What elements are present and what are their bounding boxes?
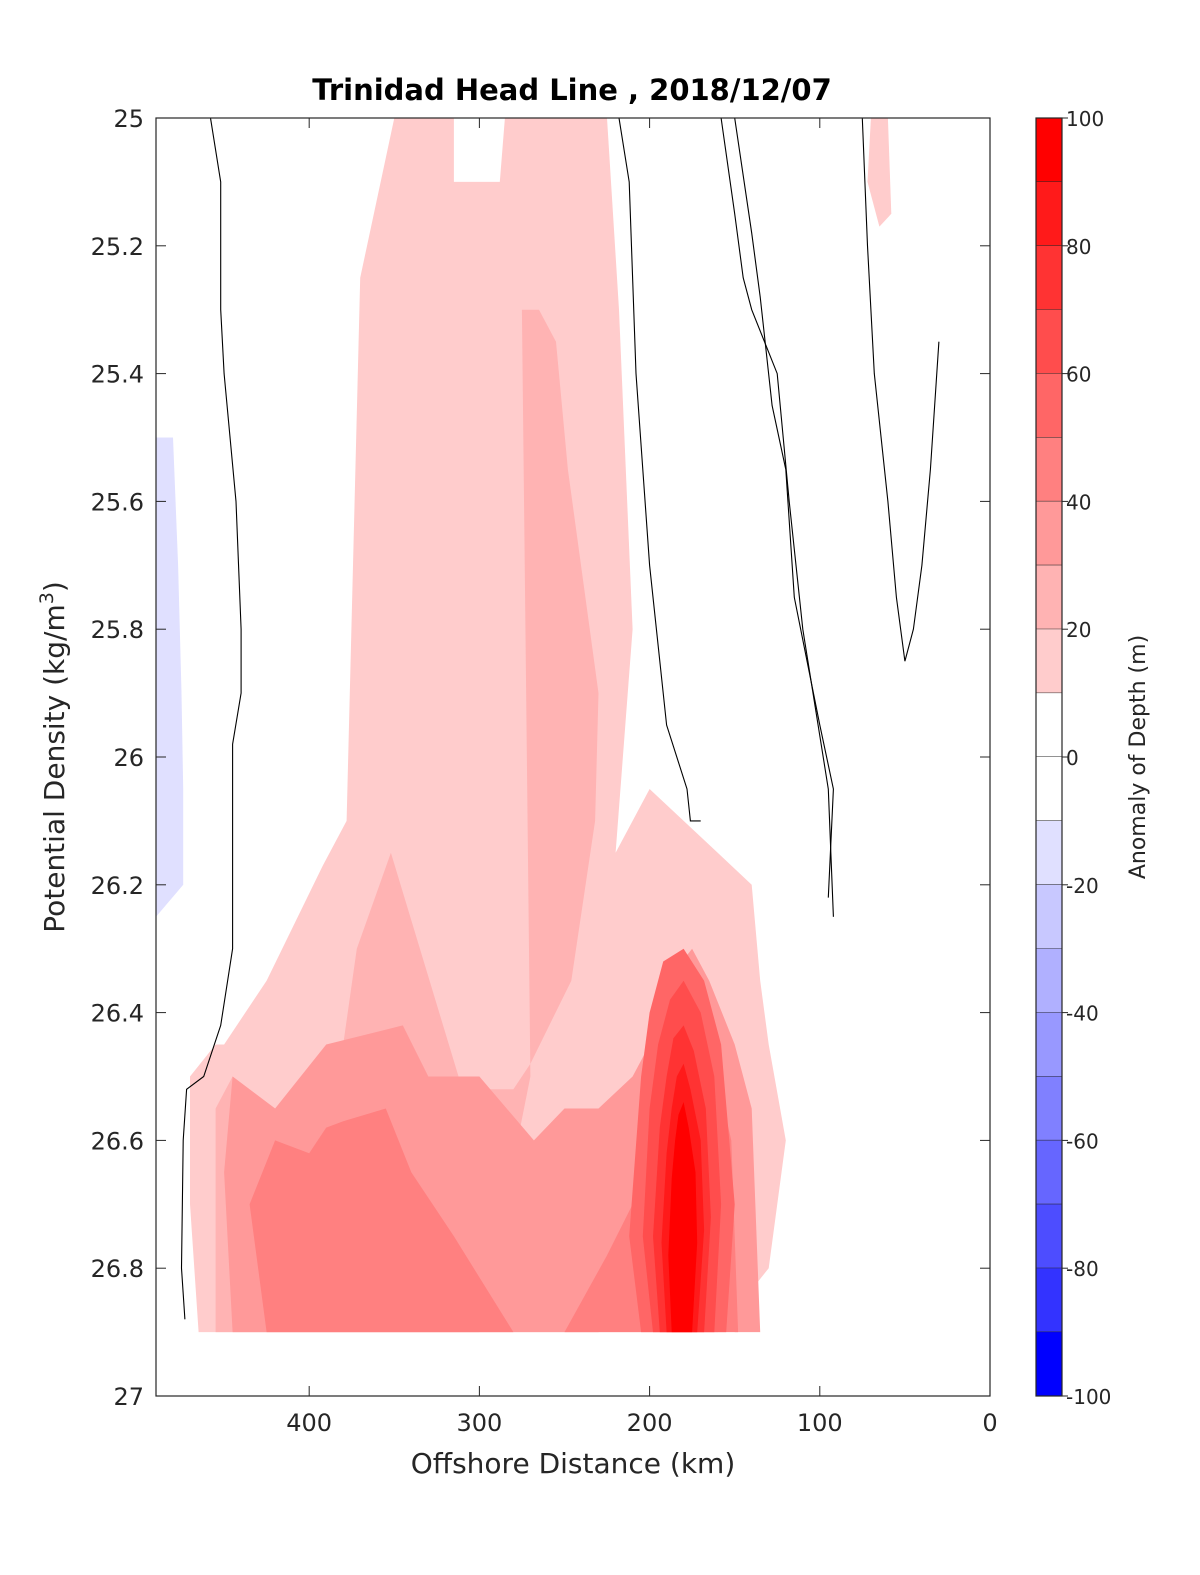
zero-contour-3 [720, 117, 834, 917]
y-tick-label: 26.8 [91, 1255, 144, 1283]
colorbar-level [1036, 309, 1062, 374]
y-axis-label-main: Potential Density (kg/m [38, 604, 71, 933]
y-tick-label: 25.4 [91, 361, 144, 389]
colorbar-level [1036, 629, 1062, 694]
zero-contour-lines [180, 117, 940, 1320]
colorbar-levels [1036, 118, 1062, 1396]
plot-area: 400 300 200 100 0 25 25.2 25.4 25.6 25.8 26 26.2 26… [91, 105, 998, 1437]
region-core-90 [668, 1102, 698, 1333]
y-tick-label: 26.2 [91, 872, 144, 900]
x-tick-label: 0 [982, 1409, 997, 1437]
colorbar-label: Anomaly of Depth (m) [1126, 635, 1151, 879]
colorbar-tick-label: 40 [1066, 490, 1091, 514]
colorbar-level [1036, 948, 1062, 1013]
colorbar-level [1036, 1204, 1062, 1269]
y-tick-label: 26.4 [91, 1000, 144, 1028]
region-offshore-negative-core [156, 437, 184, 917]
y-tick-label: 26 [113, 744, 144, 772]
region-small-positive [867, 118, 892, 227]
y-axis-ticks: 25 25.2 25.4 25.6 25.8 26 26.2 26.4 26.6 26.8 27 [91, 105, 990, 1411]
colorbar-tick-label: 80 [1066, 235, 1091, 259]
colorbar-level [1036, 501, 1062, 566]
colorbar-level [1036, 373, 1062, 438]
colorbar-level [1036, 565, 1062, 630]
region-inner-negative-1 [632, 181, 670, 598]
colorbar-level [1036, 1076, 1062, 1141]
x-axis-ticks: 400 300 200 100 0 [286, 118, 998, 1437]
colorbar-level [1036, 1012, 1062, 1077]
zero-contour-5 [861, 117, 940, 662]
colorbar-level [1036, 757, 1062, 821]
zero-contour-2 [618, 117, 701, 822]
colorbar-tick-label: -40 [1066, 1002, 1099, 1026]
colorbar-tick-label: -80 [1066, 1257, 1099, 1281]
colorbar-tick-label: -60 [1066, 1129, 1099, 1153]
colorbar-tick-label: -20 [1066, 874, 1099, 898]
y-tick-label: 25.2 [91, 233, 144, 261]
colorbar-tick-label: 0 [1066, 746, 1079, 770]
y-tick-label: 25 [113, 105, 144, 133]
region-inner-negative-2 [802, 118, 834, 470]
y-axis-label-tail: ) [38, 581, 71, 592]
zero-contour-1 [180, 117, 242, 1320]
colorbar-level [1036, 245, 1062, 310]
colorbar-level [1036, 884, 1062, 949]
colorbar-level [1036, 820, 1062, 885]
y-axis-label-superscript: 3 [36, 592, 58, 604]
y-axis-label: Potential Density (kg/m3) [36, 581, 71, 933]
colorbar-level [1036, 118, 1062, 182]
x-axis-label: Offshore Distance (km) [411, 1447, 736, 1480]
region-upper-positive [190, 118, 786, 1333]
zero-contour-4 [734, 117, 834, 898]
colorbar-level [1036, 1332, 1062, 1396]
colorbar: 100 80 60 40 20 0 -20 -40 -60 -80 -100 Anomaly of … [1035, 107, 1151, 1409]
x-tick-label: 400 [286, 1409, 332, 1437]
colorbar-tick-label: 60 [1066, 363, 1091, 387]
y-tick-label: 25.8 [91, 616, 144, 644]
contour-fill-regions [156, 118, 953, 1333]
y-tick-label: 25.6 [91, 488, 144, 516]
y-tick-label: 26.6 [91, 1127, 144, 1155]
colorbar-tick-label: 20 [1066, 618, 1091, 642]
y-tick-label: 27 [113, 1383, 144, 1411]
colorbar-level [1036, 693, 1062, 757]
colorbar-level [1036, 1268, 1062, 1333]
colorbar-tick-label: 100 [1066, 107, 1104, 131]
x-tick-label: 300 [456, 1409, 502, 1437]
region-lower-positive-2 [249, 980, 739, 1333]
colorbar-tick-label: -100 [1066, 1385, 1111, 1409]
x-tick-label: 200 [627, 1409, 673, 1437]
x-tick-label: 100 [797, 1409, 843, 1437]
colorbar-level [1036, 437, 1062, 502]
colorbar-level [1036, 1140, 1062, 1205]
chart-title: Trinidad Head Line , 2018/12/07 [312, 73, 832, 107]
colorbar-ticks: 100 80 60 40 20 0 -20 -40 -60 -80 -100 [1062, 107, 1111, 1409]
colorbar-level [1036, 181, 1062, 246]
region-inner-negative-3 [921, 150, 953, 342]
